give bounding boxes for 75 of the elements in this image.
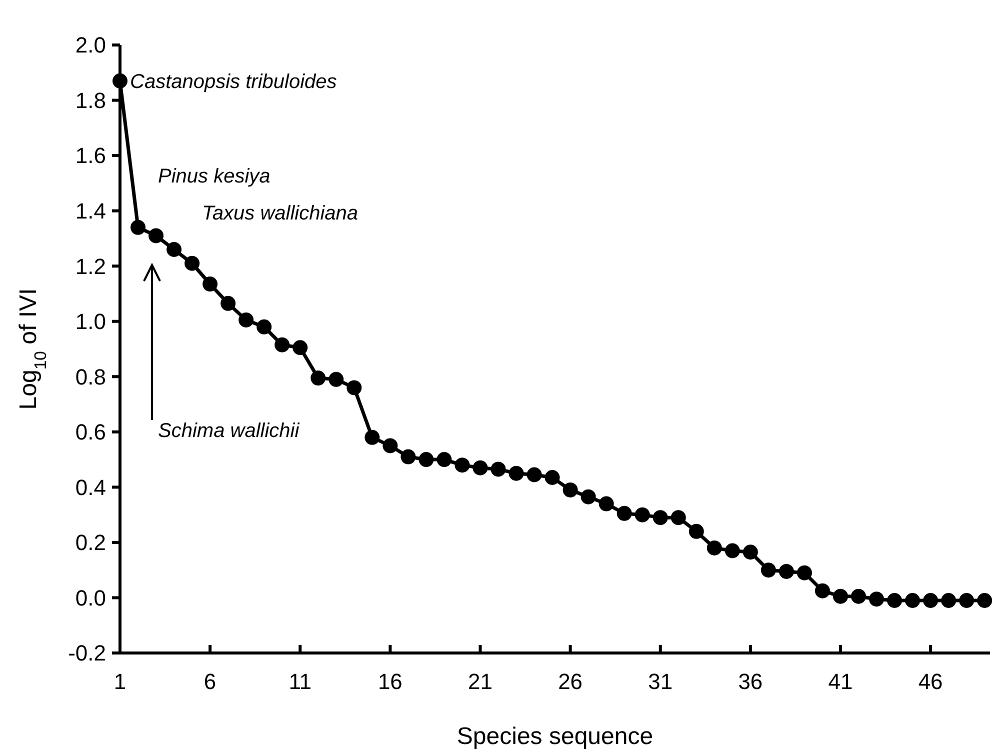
point [526, 467, 542, 482]
point [148, 228, 164, 244]
annotation: Castanopsis tribuloides [130, 70, 337, 93]
point [454, 458, 470, 473]
annotation: Pinus kesiya [158, 165, 270, 188]
point [508, 466, 524, 481]
point [238, 312, 254, 328]
point [184, 256, 200, 271]
x-axis-title: Species sequence [456, 723, 654, 750]
point [670, 510, 686, 526]
point [400, 449, 416, 464]
point [598, 496, 614, 512]
x-tick-label: 21 [468, 669, 492, 694]
point [869, 592, 884, 607]
point [292, 340, 308, 356]
point [959, 592, 974, 608]
y-tick-label: 2.0 [75, 32, 106, 58]
point [544, 470, 560, 486]
point [166, 242, 182, 258]
point [364, 430, 380, 445]
point [688, 524, 704, 539]
point [814, 583, 830, 598]
x-tick-label: 31 [648, 669, 673, 694]
x-tick-label: 36 [738, 669, 763, 694]
y-tick-label: 1.6 [75, 143, 106, 168]
y-tick-label: 1.2 [75, 254, 106, 279]
point [256, 319, 272, 334]
point [706, 540, 722, 556]
point [130, 220, 146, 235]
x-tick-label: 46 [918, 669, 943, 694]
x-tick-label: 6 [204, 669, 216, 694]
point [652, 510, 668, 526]
point [634, 507, 650, 522]
y-tick-label: 0.8 [75, 364, 106, 390]
x-tick-label: 11 [288, 669, 312, 694]
point [472, 460, 488, 476]
y-tick-label: 0.4 [75, 474, 106, 500]
point [562, 482, 578, 498]
y-tick-label: 1.4 [75, 198, 106, 224]
y-tick-label: -0.2 [68, 640, 106, 666]
x-tick-label: 16 [378, 669, 402, 694]
point [310, 370, 326, 386]
point [202, 276, 218, 292]
point [436, 452, 452, 468]
point [977, 592, 992, 608]
point [274, 337, 290, 352]
annotation: Taxus wallichiana [202, 202, 358, 225]
point [220, 296, 236, 311]
point [923, 592, 938, 608]
annotation: Schima wallichii [158, 420, 300, 442]
y-tick-label: 1.0 [75, 309, 106, 334]
point [851, 588, 866, 604]
point [328, 372, 344, 387]
point [580, 489, 596, 504]
point [760, 562, 776, 578]
point [832, 588, 848, 604]
point [616, 506, 632, 521]
point [382, 438, 398, 454]
y-tick-label: 1.8 [75, 88, 106, 113]
y-tick-label: 0.6 [75, 420, 106, 445]
point [905, 592, 920, 608]
point [941, 592, 956, 608]
point [796, 565, 812, 580]
x-tick-label: 1 [114, 669, 126, 694]
point [724, 543, 740, 558]
point [887, 592, 902, 608]
point [490, 462, 506, 477]
point [418, 452, 434, 468]
point [742, 544, 758, 560]
y-tick-label: 0.0 [75, 585, 106, 610]
point [778, 564, 794, 579]
y-tick-label: 0.2 [75, 530, 106, 556]
point [346, 380, 362, 396]
x-tick-label: 26 [558, 669, 583, 694]
x-tick-label: 41 [828, 669, 853, 694]
